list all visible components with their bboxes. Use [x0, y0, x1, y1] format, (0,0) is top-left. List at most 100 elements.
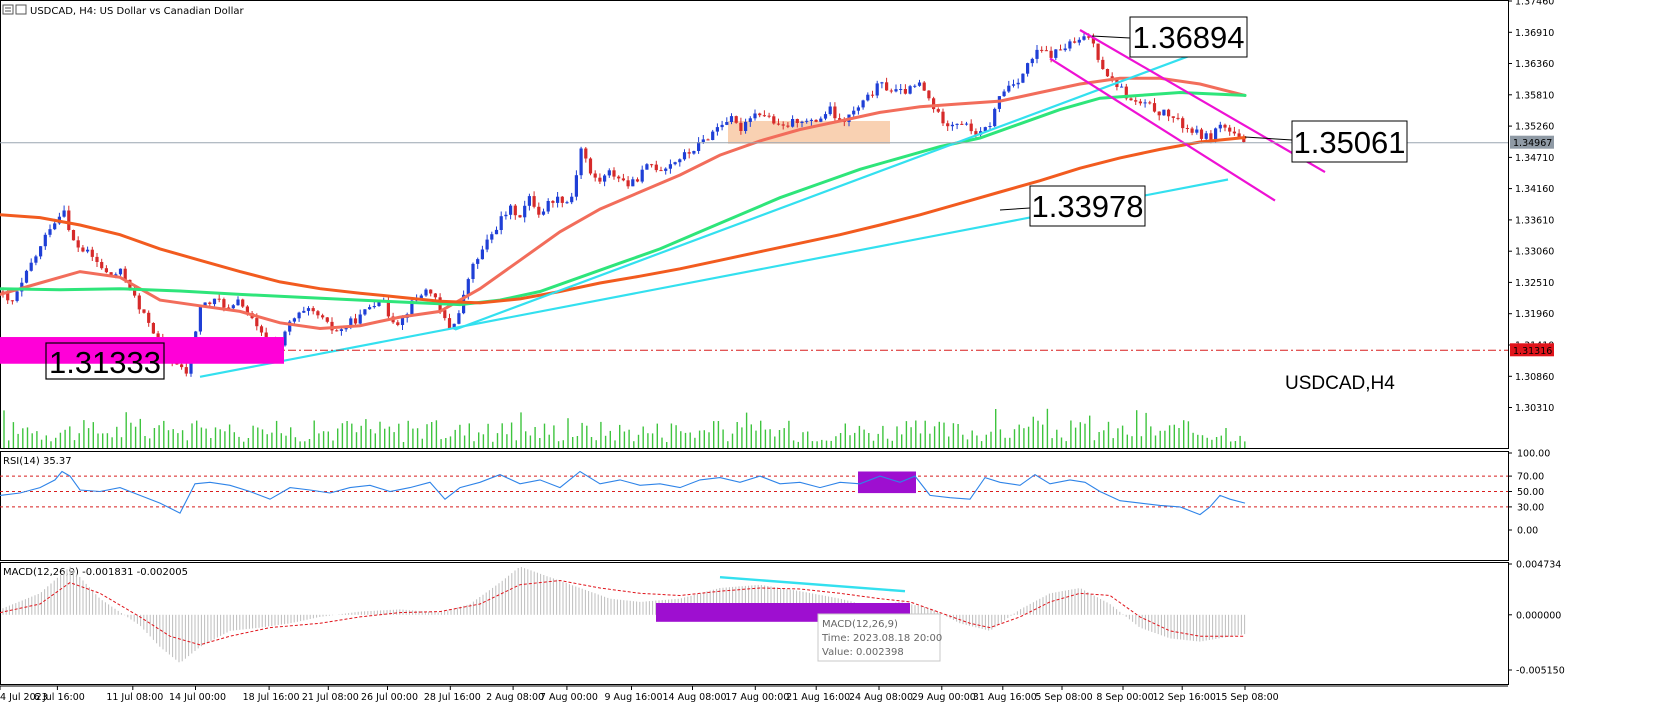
candle-body: [908, 86, 912, 94]
time-tick-label: 31 Aug 16:00: [973, 692, 1037, 703]
candle-body: [739, 122, 743, 131]
candle-body: [476, 259, 480, 264]
macd-panel-frame: [0, 562, 1509, 685]
candle-body: [673, 162, 677, 165]
rsi-tick-label: 100.00: [1517, 449, 1550, 460]
candle-body: [24, 270, 29, 283]
candle-body: [43, 234, 47, 247]
candle-body: [974, 131, 978, 135]
trendline-3[interactable]: [1079, 29, 1326, 174]
candle-body: [964, 123, 969, 125]
time-tick-label: 5 Sep 08:00: [1035, 692, 1092, 703]
candle-body: [433, 293, 437, 298]
candle-body: [504, 214, 508, 217]
chart-menu-icon[interactable]: [2, 4, 14, 15]
price-tick-label: 1.33610: [1515, 215, 1554, 226]
chart-title: USDCAD, H4: US Dollar vs Canadian Dollar: [30, 6, 244, 17]
candle-body: [1044, 50, 1048, 52]
macd-divergence-line[interactable]: [719, 576, 906, 593]
annotation-3-connector: [999, 207, 1031, 211]
candle-body: [429, 289, 433, 294]
candle-body: [457, 313, 461, 324]
candle-body: [283, 331, 287, 346]
candle-body: [823, 114, 828, 119]
time-tick-label: 18 Jul 16:00: [243, 692, 300, 703]
candle-body: [1138, 101, 1142, 104]
candle-body: [950, 124, 954, 127]
annotation-3-box[interactable]: [1029, 185, 1146, 227]
candle-body: [231, 305, 235, 309]
candle-body: [621, 178, 625, 181]
trendline-4[interactable]: [1049, 57, 1276, 202]
candle-body: [1026, 63, 1030, 74]
candle-body: [603, 175, 607, 182]
candle-body: [419, 295, 423, 299]
candle-body: [645, 164, 649, 170]
annotation-1-box[interactable]: [1129, 16, 1248, 58]
annotation-4-box[interactable]: [45, 342, 165, 380]
rsi-highlight-box: [858, 471, 916, 494]
candle-body: [1082, 36, 1086, 40]
annotation-3-label: 1.33978: [1031, 189, 1143, 224]
candle-body: [612, 170, 616, 177]
candle-body: [527, 196, 531, 206]
candle-body: [866, 94, 870, 101]
candle-body: [1209, 133, 1213, 141]
candle-body: [734, 116, 738, 123]
candle-body: [86, 249, 90, 252]
macd-tooltip-value: Value: 0.002398: [822, 647, 904, 658]
candle-body: [353, 318, 358, 324]
candle-body: [1223, 124, 1227, 128]
candle-body: [955, 123, 959, 125]
price-tick-label: 1.30310: [1515, 403, 1554, 414]
candle-body: [1181, 118, 1185, 129]
candle-body: [443, 310, 447, 319]
candle-body: [805, 120, 809, 122]
candle-body: [875, 83, 879, 96]
candle-body: [76, 240, 80, 248]
candle-body: [358, 314, 362, 324]
candle-body: [123, 268, 127, 280]
chart-grid-icon[interactable]: [15, 4, 27, 15]
candle-body: [551, 201, 555, 203]
candle-body: [1011, 84, 1016, 86]
candle-body: [339, 329, 343, 331]
candle-body: [1242, 137, 1246, 142]
candle-body: [635, 179, 640, 182]
candle-body: [786, 125, 790, 127]
candle-body: [53, 223, 57, 230]
trendline-2[interactable]: [454, 51, 1199, 331]
candle-body: [241, 299, 245, 307]
candle-body: [767, 115, 771, 117]
candle-body: [814, 119, 818, 122]
candle-body: [1101, 59, 1105, 69]
candle-body: [1185, 128, 1189, 129]
price-tick-label: 1.35260: [1515, 122, 1554, 133]
support-zone: [0, 337, 284, 364]
time-tick-label: 9 Aug 16:00: [604, 692, 662, 703]
candle-body: [1199, 129, 1204, 139]
candle-body: [885, 82, 889, 91]
candle-body: [156, 333, 160, 339]
candle-body: [1214, 128, 1218, 141]
candle-body: [1049, 50, 1053, 58]
candle-body: [969, 123, 973, 132]
price-tick-label: 1.31960: [1515, 309, 1554, 320]
candle-body: [509, 205, 513, 215]
candle-body: [349, 318, 353, 328]
time-tick-label: 17 Aug 00:00: [725, 692, 789, 703]
candle-body: [104, 268, 108, 273]
time-tick-label: 26 Jul 00:00: [361, 692, 418, 703]
support-price-tag: [1510, 343, 1554, 357]
time-tick-label: 8 Sep 00:00: [1096, 692, 1153, 703]
candle-body: [819, 118, 823, 122]
time-tick-label: 6 Jul 16:00: [34, 692, 85, 703]
candle-body: [372, 306, 376, 308]
annotation-2-box[interactable]: [1291, 120, 1408, 163]
candle-body: [245, 306, 249, 314]
candle-body: [466, 279, 470, 295]
candle-body: [48, 229, 52, 235]
candle-body: [447, 318, 452, 329]
candle-body: [1162, 109, 1166, 116]
